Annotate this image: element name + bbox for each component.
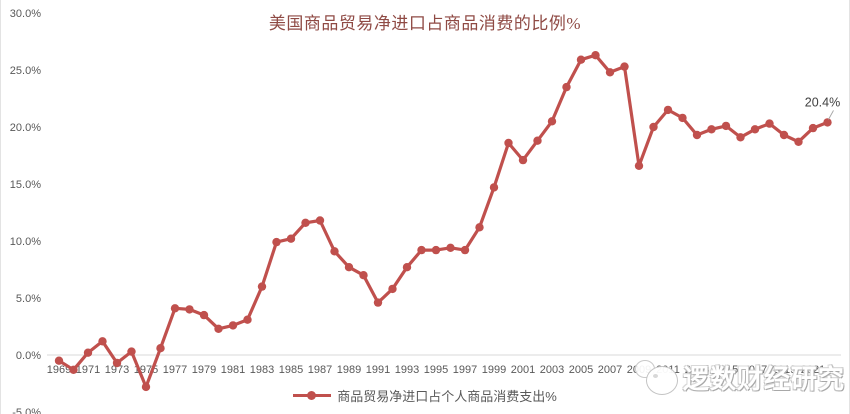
x-axis-tick-label: 2001: [511, 364, 535, 376]
y-axis-tick-label: -5.0%: [12, 407, 41, 414]
data-point-marker: [359, 271, 368, 280]
x-axis-tick-label: 1991: [366, 364, 390, 376]
data-point-marker: [83, 348, 93, 357]
x-axis-tick-label: 1971: [76, 364, 100, 376]
data-point-marker: [808, 123, 818, 133]
chart-title: 美国商品贸易净进口占商品消费的比例%: [268, 14, 582, 33]
data-point-marker: [228, 321, 238, 330]
data-point-marker: [576, 55, 586, 64]
data-point-marker: [823, 118, 832, 127]
x-axis-tick-label: 2003: [540, 364, 564, 376]
x-axis-tick-label: 2007: [598, 364, 622, 376]
data-point-marker: [765, 119, 774, 128]
data-point-marker: [301, 218, 310, 227]
data-point-marker: [373, 298, 383, 307]
x-axis-tick-label: 2017: [743, 364, 767, 376]
x-axis-tick-label: 1983: [250, 364, 274, 376]
data-point-marker: [344, 263, 354, 272]
x-axis-tick-label: 1979: [192, 364, 216, 376]
data-point-marker: [663, 105, 673, 115]
legend-line-marker-icon: [293, 391, 332, 400]
data-point-marker: [127, 347, 136, 356]
data-point-marker: [54, 356, 64, 365]
y-axis-tick-label: 15.0%: [10, 179, 41, 191]
y-axis-tick-label: 20.0%: [10, 122, 41, 134]
data-point-marker: [69, 365, 78, 374]
data-point-marker: [214, 324, 223, 333]
data-point-marker: [605, 68, 615, 77]
data-point-marker: [286, 234, 296, 243]
data-point-marker: [504, 138, 513, 148]
watermark: 逻数财经研究: [633, 358, 845, 396]
data-point-marker: [591, 51, 600, 60]
x-axis-tick-label: 1995: [424, 364, 448, 376]
data-point-marker: [431, 245, 441, 255]
data-point-marker: [750, 125, 760, 134]
data-point-marker: [330, 247, 339, 256]
data-point-marker: [678, 113, 687, 123]
x-axis-tick-label: 2005: [569, 364, 593, 376]
data-point-marker: [170, 304, 180, 313]
y-axis-tick-label: 5.0%: [16, 293, 41, 305]
watermark-text: 逻数财经研究: [682, 363, 845, 394]
legend-series-label: 商品贸易净进口占个人商品消费支出%: [337, 389, 557, 404]
y-axis-tick-label: 30.0%: [10, 8, 41, 20]
data-point-marker: [388, 284, 397, 294]
data-point-marker: [141, 382, 151, 392]
data-point-marker: [460, 245, 470, 255]
series-line: [57, 53, 830, 389]
y-axis-tick-label: 25.0%: [10, 65, 41, 77]
data-point-marker: [649, 122, 658, 132]
x-axis-tick-label: 1985: [279, 364, 303, 376]
data-point-marker: [243, 315, 252, 324]
data-point-marker: [402, 263, 412, 272]
legend: 商品贸易净进口占个人商品消费支出%: [1, 386, 849, 405]
x-axis-tick-label: 1993: [395, 364, 419, 376]
data-point-marker: [199, 310, 209, 320]
data-point-marker: [707, 125, 716, 134]
y-axis-tick-label: 0.0%: [16, 350, 41, 362]
data-point-marker: [446, 243, 455, 252]
data-point-marker: [156, 344, 165, 353]
data-point-marker: [518, 155, 528, 165]
data-point-marker: [533, 136, 542, 145]
data-point-marker: [620, 62, 629, 71]
x-axis-tick-label: 2013: [685, 364, 709, 376]
x-axis-tick-label: 1989: [337, 364, 361, 376]
x-axis-tick-label: 2015: [714, 364, 738, 376]
data-point-marker: [272, 237, 281, 247]
x-axis-tick-label: 1969: [47, 364, 71, 376]
y-axis-tick-label: 10.0%: [10, 236, 41, 248]
data-point-marker: [315, 216, 325, 225]
x-axis-tick-label: 1977: [163, 364, 187, 376]
panda-logo-icon: [633, 358, 679, 396]
x-axis-tick-label: 2021: [801, 364, 825, 376]
data-point-marker: [112, 358, 122, 368]
data-point-marker: [634, 161, 644, 170]
data-point-marker: [562, 82, 571, 92]
data-point-marker: [417, 245, 426, 255]
x-axis-tick-label: 1981: [221, 364, 245, 376]
data-point-marker: [547, 117, 557, 126]
data-point-marker: [721, 121, 731, 131]
data-point-marker: [475, 223, 484, 232]
data-point-marker: [794, 137, 803, 146]
last-point-data-label: 20.4%: [805, 95, 840, 109]
x-axis-tick-label: 1997: [453, 364, 477, 376]
data-point-marker: [98, 337, 107, 346]
data-point-marker: [185, 305, 194, 314]
x-axis-tick-label: 1999: [482, 364, 506, 376]
data-point-marker: [779, 130, 789, 140]
x-axis-tick-label: 1987: [308, 364, 332, 376]
data-point-marker: [692, 130, 702, 140]
data-point-marker: [489, 183, 499, 192]
data-point-marker: [257, 282, 267, 291]
x-axis-tick-label: 2019: [772, 364, 796, 376]
data-point-marker: [736, 133, 745, 142]
x-axis-tick-label: 1973: [105, 364, 129, 376]
data-label-leader-line: [828, 110, 834, 120]
